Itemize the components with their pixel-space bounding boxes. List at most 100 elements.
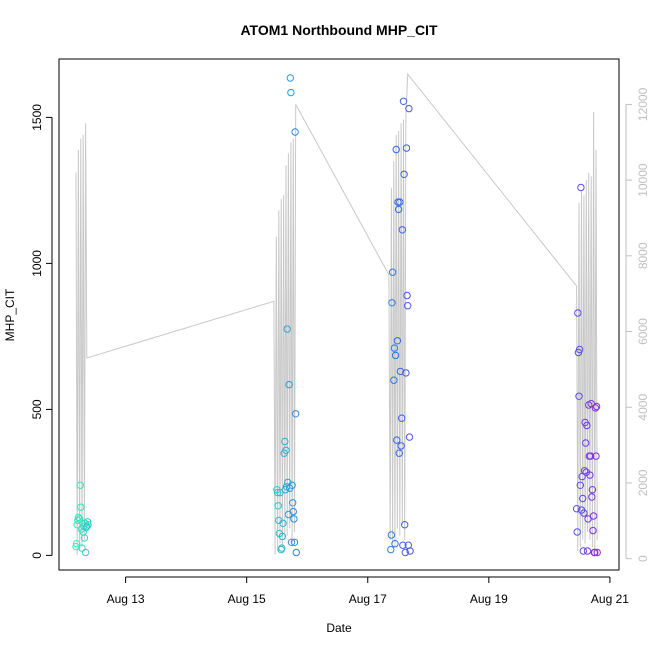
- data-point: [401, 548, 409, 557]
- data-point: [399, 97, 408, 106]
- data-point: [589, 526, 597, 535]
- data-point: [399, 541, 407, 549]
- data-point: [292, 548, 300, 557]
- data-point: [83, 522, 91, 530]
- data-point: [81, 548, 90, 557]
- data-point: [391, 540, 399, 548]
- data-point: [403, 291, 411, 300]
- right-axis-tick-label: 6000: [636, 318, 650, 345]
- data-point: [286, 74, 294, 82]
- data-point: [400, 170, 408, 179]
- data-point: [72, 540, 81, 548]
- data-point: [582, 439, 590, 447]
- data-point: [388, 299, 396, 307]
- right-axis: 0 2000 4000 6000 8000 10000 12000: [625, 87, 650, 562]
- data-point: [574, 309, 582, 317]
- data-point: [575, 345, 584, 354]
- data-point: [84, 521, 92, 529]
- data-point: [390, 376, 398, 384]
- y-tick-label: 1500: [30, 104, 44, 131]
- right-axis-tick-label: 2000: [636, 469, 650, 496]
- data-point: [576, 481, 584, 489]
- data-point: [591, 548, 599, 557]
- data-point: [592, 402, 601, 411]
- data-point: [586, 471, 594, 479]
- data-point: [283, 325, 291, 333]
- data-point: [393, 436, 401, 444]
- right-axis-tick-label: 4000: [636, 394, 650, 421]
- data-point: [583, 547, 592, 555]
- x-axis-label: Date: [326, 621, 352, 635]
- data-point: [292, 410, 300, 418]
- data-point: [392, 145, 400, 154]
- y-tick-label: 1000: [30, 250, 44, 277]
- data-point: [397, 442, 405, 450]
- data-point: [580, 509, 588, 517]
- data-point: [76, 481, 84, 489]
- data-point: [398, 414, 406, 422]
- data-point: [577, 183, 585, 192]
- data-point: [398, 226, 406, 234]
- data-point: [583, 421, 591, 430]
- data-point: [282, 446, 290, 454]
- data-point: [573, 528, 581, 536]
- plot-frame: [58, 58, 620, 571]
- data-point: [290, 515, 298, 523]
- data-point: [593, 548, 601, 557]
- data-point: [391, 351, 400, 360]
- data-point: [80, 534, 89, 542]
- y-tick-label: 500: [30, 399, 44, 419]
- data-point: [281, 437, 289, 446]
- data-point: [401, 521, 409, 529]
- data-point: [579, 494, 587, 503]
- data-point: [402, 369, 410, 377]
- data-point: [395, 449, 403, 457]
- data-point: [588, 493, 596, 501]
- data-point: [588, 486, 597, 494]
- data-point: [285, 380, 293, 389]
- data-point: [404, 302, 412, 310]
- x-tick-label: Aug 15: [228, 592, 266, 606]
- data-point: [405, 104, 413, 113]
- data-point: [393, 337, 402, 345]
- data-point: [288, 481, 296, 489]
- data-point: [75, 515, 84, 523]
- data-point: [289, 507, 297, 516]
- data-point: [274, 502, 282, 510]
- data-point: [287, 538, 296, 546]
- data-point: [396, 198, 404, 206]
- data-point: [78, 544, 86, 552]
- chart-title: ATOM1 Northbound MHP_CIT: [240, 22, 437, 38]
- data-point: [405, 433, 414, 441]
- data-point: [394, 205, 403, 214]
- data-point: [406, 547, 414, 555]
- data-point: [388, 268, 397, 276]
- data-point: [575, 392, 583, 400]
- data-point: [387, 545, 395, 554]
- data-point: [396, 367, 405, 376]
- right-axis-tick-label: 8000: [636, 242, 650, 269]
- data-point: [390, 344, 399, 352]
- right-axis-tick-label: 0: [636, 555, 650, 562]
- scatter-points: [72, 74, 601, 557]
- y-axis-label: MHP_CIT: [3, 288, 17, 341]
- x-tick-label: Aug 17: [349, 592, 387, 606]
- data-point: [278, 532, 287, 541]
- data-point: [592, 452, 600, 460]
- data-point: [579, 547, 587, 555]
- data-point: [402, 144, 411, 152]
- data-point: [290, 538, 299, 546]
- data-point: [589, 512, 598, 520]
- data-point: [591, 404, 600, 412]
- data-point: [584, 515, 592, 523]
- data-point: [580, 467, 589, 475]
- data-point: [287, 88, 295, 97]
- data-point: [77, 503, 85, 511]
- data-point: [74, 516, 82, 525]
- x-axis: Aug 13 Aug 15 Aug 17 Aug 19 Aug 21: [107, 576, 629, 606]
- data-point: [74, 513, 83, 522]
- data-point: [289, 499, 297, 507]
- right-axis-tick-label: 10000: [636, 163, 650, 197]
- y-tick-label: 0: [30, 552, 44, 559]
